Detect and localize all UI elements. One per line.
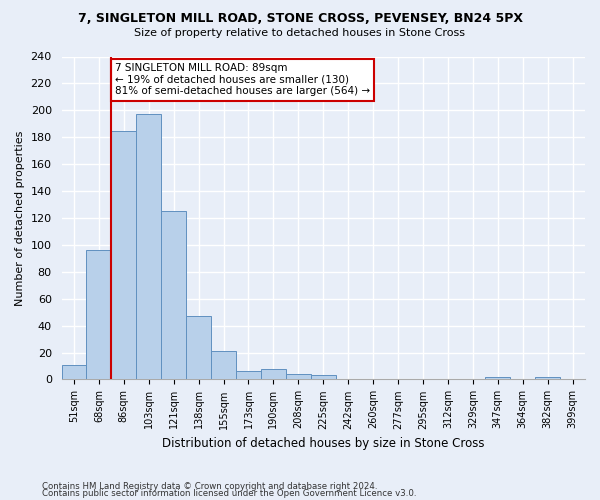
Bar [535,377,560,380]
Bar [261,368,286,380]
Bar [161,211,186,380]
Bar [186,316,211,380]
Bar [286,374,311,380]
Bar [62,364,86,380]
Bar [211,351,236,380]
Bar [136,114,161,380]
Y-axis label: Number of detached properties: Number of detached properties [15,130,25,306]
Bar [311,376,336,380]
Bar [236,372,261,380]
Bar [86,250,112,380]
Text: Contains public sector information licensed under the Open Government Licence v3: Contains public sector information licen… [42,489,416,498]
Bar [112,130,136,380]
Text: Size of property relative to detached houses in Stone Cross: Size of property relative to detached ho… [134,28,466,38]
Text: 7, SINGLETON MILL ROAD, STONE CROSS, PEVENSEY, BN24 5PX: 7, SINGLETON MILL ROAD, STONE CROSS, PEV… [77,12,523,26]
X-axis label: Distribution of detached houses by size in Stone Cross: Distribution of detached houses by size … [162,437,485,450]
Text: 7 SINGLETON MILL ROAD: 89sqm
← 19% of detached houses are smaller (130)
81% of s: 7 SINGLETON MILL ROAD: 89sqm ← 19% of de… [115,63,370,96]
Text: Contains HM Land Registry data © Crown copyright and database right 2024.: Contains HM Land Registry data © Crown c… [42,482,377,491]
Bar [485,377,510,380]
